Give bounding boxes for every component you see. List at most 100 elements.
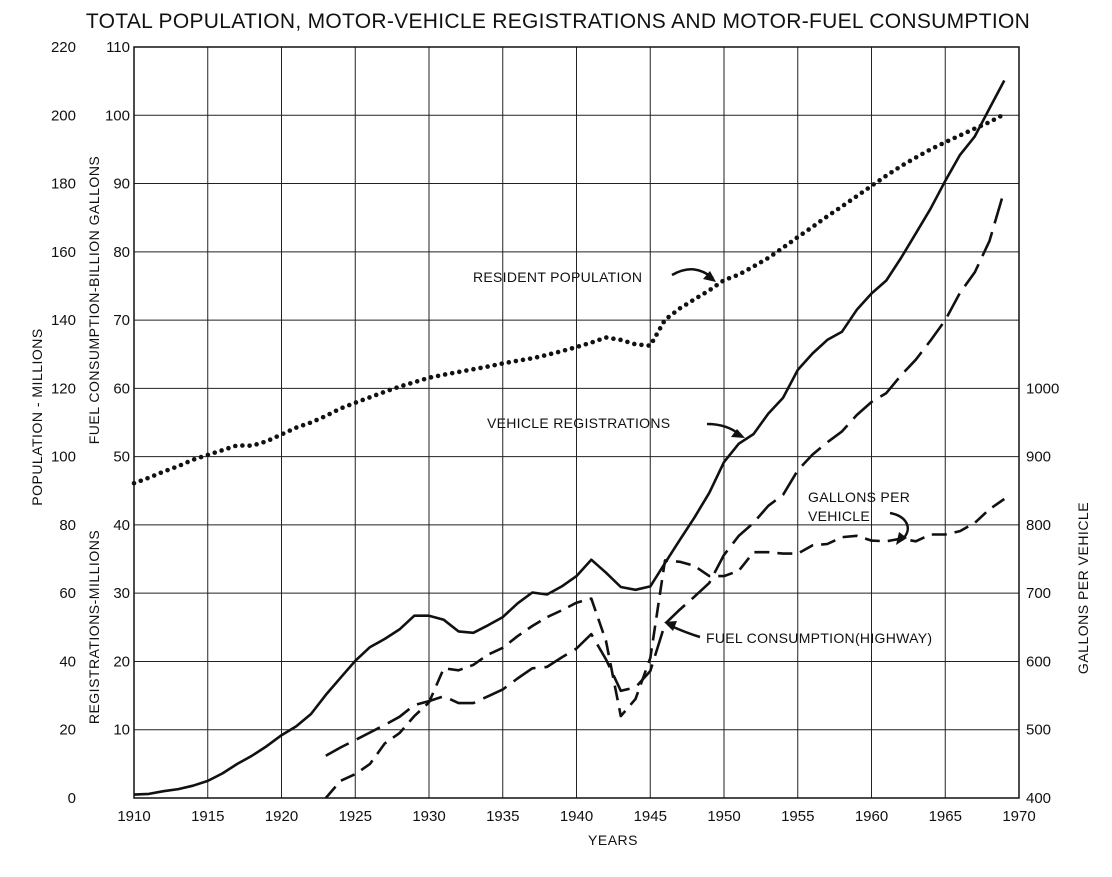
annotation-vehicle-registrations: VEHICLE REGISTRATIONS — [487, 415, 670, 431]
population-point — [945, 138, 951, 144]
population-point — [267, 437, 273, 442]
series-resident-population — [131, 114, 1003, 486]
population-point — [414, 379, 420, 384]
population-point — [485, 364, 490, 369]
population-point — [185, 459, 190, 465]
population-tick-label: 60 — [59, 585, 76, 602]
annotation-gallons-per: GALLONS PER — [808, 489, 910, 505]
population-point — [151, 473, 157, 478]
population-point — [314, 417, 319, 423]
population-point — [353, 400, 359, 405]
population-point — [247, 443, 252, 448]
population-point — [794, 235, 800, 241]
population-point — [346, 402, 352, 408]
population-point — [401, 383, 406, 388]
population-point — [145, 475, 150, 481]
registrations-fuel-tick-label: 80 — [113, 244, 130, 261]
population-point — [212, 450, 218, 455]
series-fuel-consumption-highway — [325, 190, 1006, 757]
population-point — [720, 278, 725, 284]
population-point — [696, 294, 701, 300]
arrowhead-resident-population — [703, 271, 716, 282]
population-point — [527, 356, 533, 361]
population-point — [300, 422, 306, 428]
population-point — [294, 425, 299, 430]
registrations-axis-label: REGISTRATIONS-MILLIONS — [86, 530, 102, 724]
population-point — [639, 342, 644, 348]
population-point — [865, 186, 871, 191]
population-point — [131, 480, 137, 486]
population-point — [387, 387, 393, 393]
population-point — [788, 239, 794, 245]
population-point — [232, 443, 238, 449]
x-tick-label: 1910 — [117, 808, 150, 825]
population-point — [506, 360, 512, 365]
population-tick-label: 180 — [51, 176, 76, 193]
population-point — [708, 287, 713, 292]
population-point — [583, 341, 589, 347]
registrations-fuel-tick-label: 60 — [113, 380, 130, 397]
annotation-fuel-consumption: FUEL CONSUMPTION(HIGHWAY) — [706, 630, 932, 646]
population-tick-labels: 0 20 40 60 80 100 120 140 160 180 200 220 — [51, 39, 76, 807]
population-point — [534, 354, 540, 360]
population-point — [171, 465, 177, 470]
population-point — [373, 392, 379, 398]
population-point — [367, 395, 372, 400]
gallons-tick-label: 1000 — [1026, 380, 1059, 397]
population-point — [913, 155, 919, 160]
population-point — [428, 375, 434, 380]
gallons-tick-label: 700 — [1026, 585, 1051, 602]
population-point — [226, 445, 231, 451]
population-point — [520, 357, 526, 363]
registrations-fuel-tick-label: 90 — [113, 176, 130, 193]
population-tick-label: 80 — [59, 517, 76, 534]
gallons-per-vehicle-axis-label: GALLONS PER VEHICLE — [1075, 502, 1091, 674]
population-point — [952, 135, 957, 141]
x-tick-label: 1950 — [707, 808, 740, 825]
population-point — [871, 182, 876, 187]
population-point — [702, 290, 707, 296]
population-point — [407, 381, 413, 386]
population-point — [666, 314, 671, 320]
gallons-tick-label: 500 — [1026, 722, 1051, 739]
population-point — [611, 336, 616, 342]
population-point — [205, 452, 211, 458]
x-tick-label: 1935 — [486, 808, 519, 825]
population-point — [776, 248, 782, 253]
population-point — [932, 144, 938, 150]
population-point — [661, 319, 666, 325]
population-point — [320, 414, 326, 420]
registrations-fuel-tick-label: 10 — [113, 722, 130, 739]
registrations-fuel-tick-label: 50 — [113, 449, 130, 466]
population-point — [327, 411, 332, 417]
population-point — [782, 243, 788, 249]
population-point — [590, 339, 595, 345]
population-point — [555, 349, 561, 355]
population-point — [597, 337, 602, 343]
registrations-fuel-tick-label: 40 — [113, 517, 130, 534]
chart-title: TOTAL POPULATION, MOTOR-VEHICLE REGISTRA… — [86, 10, 1030, 33]
gallons-tick-labels: 400 500 600 700 800 900 1000 — [1026, 380, 1059, 807]
population-point — [178, 462, 184, 468]
population-tick-label: 40 — [59, 653, 76, 670]
x-tick-label: 1940 — [560, 808, 593, 825]
population-point — [191, 457, 197, 462]
population-point — [883, 173, 888, 179]
population-tick-label: 140 — [51, 312, 76, 329]
population-point — [689, 298, 695, 303]
x-tick-label: 1920 — [265, 808, 298, 825]
population-tick-label: 0 — [68, 790, 76, 807]
population-point — [333, 408, 339, 414]
x-tick-label: 1925 — [339, 808, 372, 825]
annotation-arrows — [664, 268, 909, 639]
x-tick-label: 1955 — [781, 808, 814, 825]
population-point — [280, 431, 286, 436]
arrow-fuel-consumption — [670, 624, 701, 639]
population-point — [380, 390, 386, 395]
population-point — [823, 214, 829, 220]
population-point — [752, 263, 758, 269]
population-point — [360, 397, 365, 403]
population-point — [671, 310, 677, 315]
